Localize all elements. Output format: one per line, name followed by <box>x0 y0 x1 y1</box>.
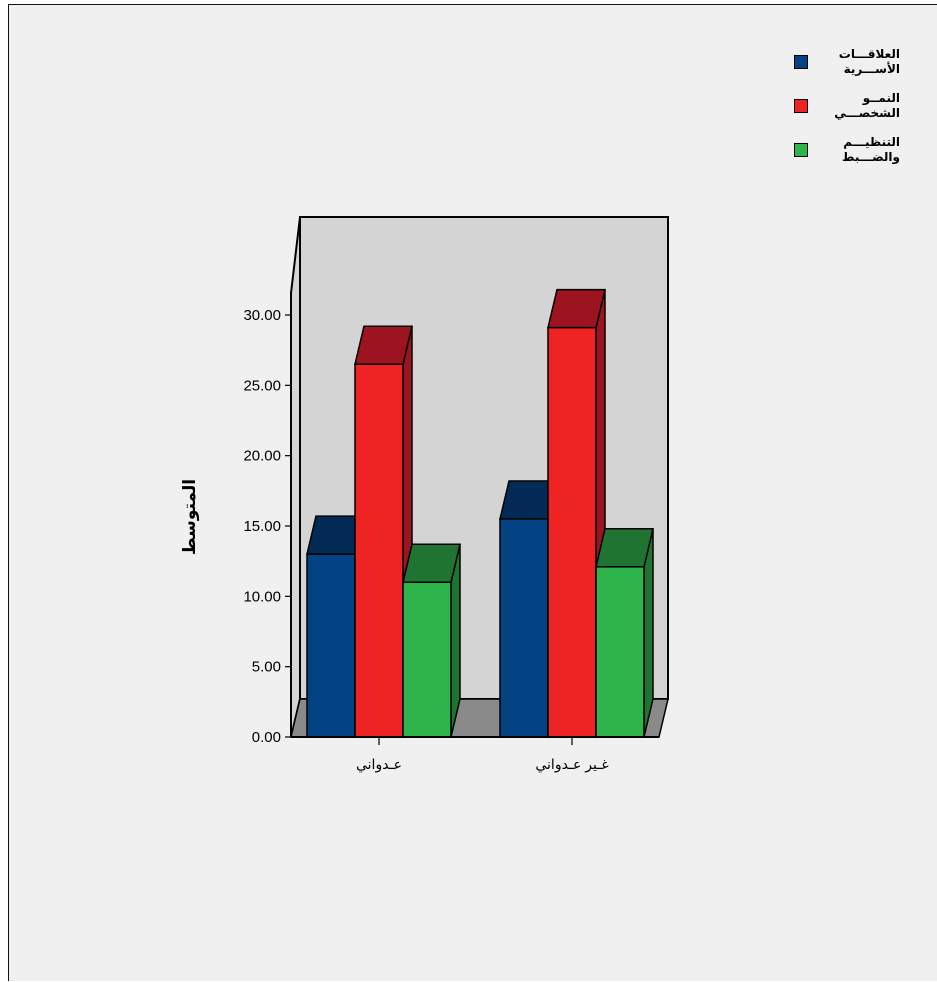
x-tick-label: عـدواني <box>356 756 402 773</box>
bar-top <box>402 543 461 584</box>
y-tick-label: 20.00 <box>243 448 281 465</box>
bar <box>595 566 645 738</box>
y-tick-label: 10.00 <box>243 588 281 605</box>
side-wall <box>290 216 301 738</box>
bar-top <box>354 325 413 365</box>
legend-label-organization-control: التنظيـــم والضـــبط <box>842 135 900 164</box>
legend-item-family-relations: العلاقـــات الأســـرية <box>794 47 914 77</box>
y-tick-label: 0.00 <box>252 729 281 746</box>
legend-label-personal-growth: النمــو الشخصـــي <box>834 91 900 120</box>
bar <box>547 326 597 738</box>
legend-swatch-organization-control <box>794 143 808 157</box>
y-tick-label: 25.00 <box>243 377 281 394</box>
legend-swatch-personal-growth <box>794 99 808 113</box>
y-axis-label: المتوسط <box>180 479 200 555</box>
y-tick-label: 30.00 <box>243 307 281 324</box>
bar-chart: 0.00 5.00 10.00 15.00 20.00 25.00 30.00 المتوسط… <box>180 216 669 773</box>
chart-area: 0.00 5.00 10.00 15.00 20.00 25.00 30.00 المتوسط… <box>8 4 937 981</box>
bar <box>354 363 404 738</box>
legend: العلاقـــات الأســـرية النمــو الشخصـــي… <box>794 47 914 179</box>
bar <box>499 518 549 738</box>
bar-top <box>595 528 654 568</box>
y-tick-label: 5.00 <box>252 659 281 676</box>
legend-label-family-relations: العلاقـــات الأســـرية <box>838 47 900 76</box>
legend-item-organization-control: التنظيـــم والضـــبط <box>794 135 914 165</box>
bar <box>402 581 452 738</box>
legend-item-personal-growth: النمــو الشخصـــي <box>794 91 914 121</box>
bar-top <box>547 288 606 329</box>
x-tick-label: غـير عـدواني <box>535 756 608 773</box>
y-tick-label: 15.00 <box>243 518 281 535</box>
legend-swatch-family-relations <box>794 55 808 69</box>
bar <box>306 553 356 738</box>
